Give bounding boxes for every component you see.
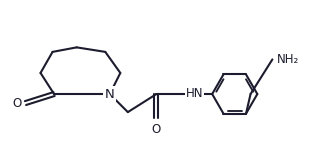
Text: O: O <box>152 123 161 136</box>
Text: O: O <box>12 97 22 110</box>
Text: HN: HN <box>186 87 203 100</box>
Text: NH₂: NH₂ <box>277 53 299 66</box>
Text: N: N <box>105 88 115 101</box>
